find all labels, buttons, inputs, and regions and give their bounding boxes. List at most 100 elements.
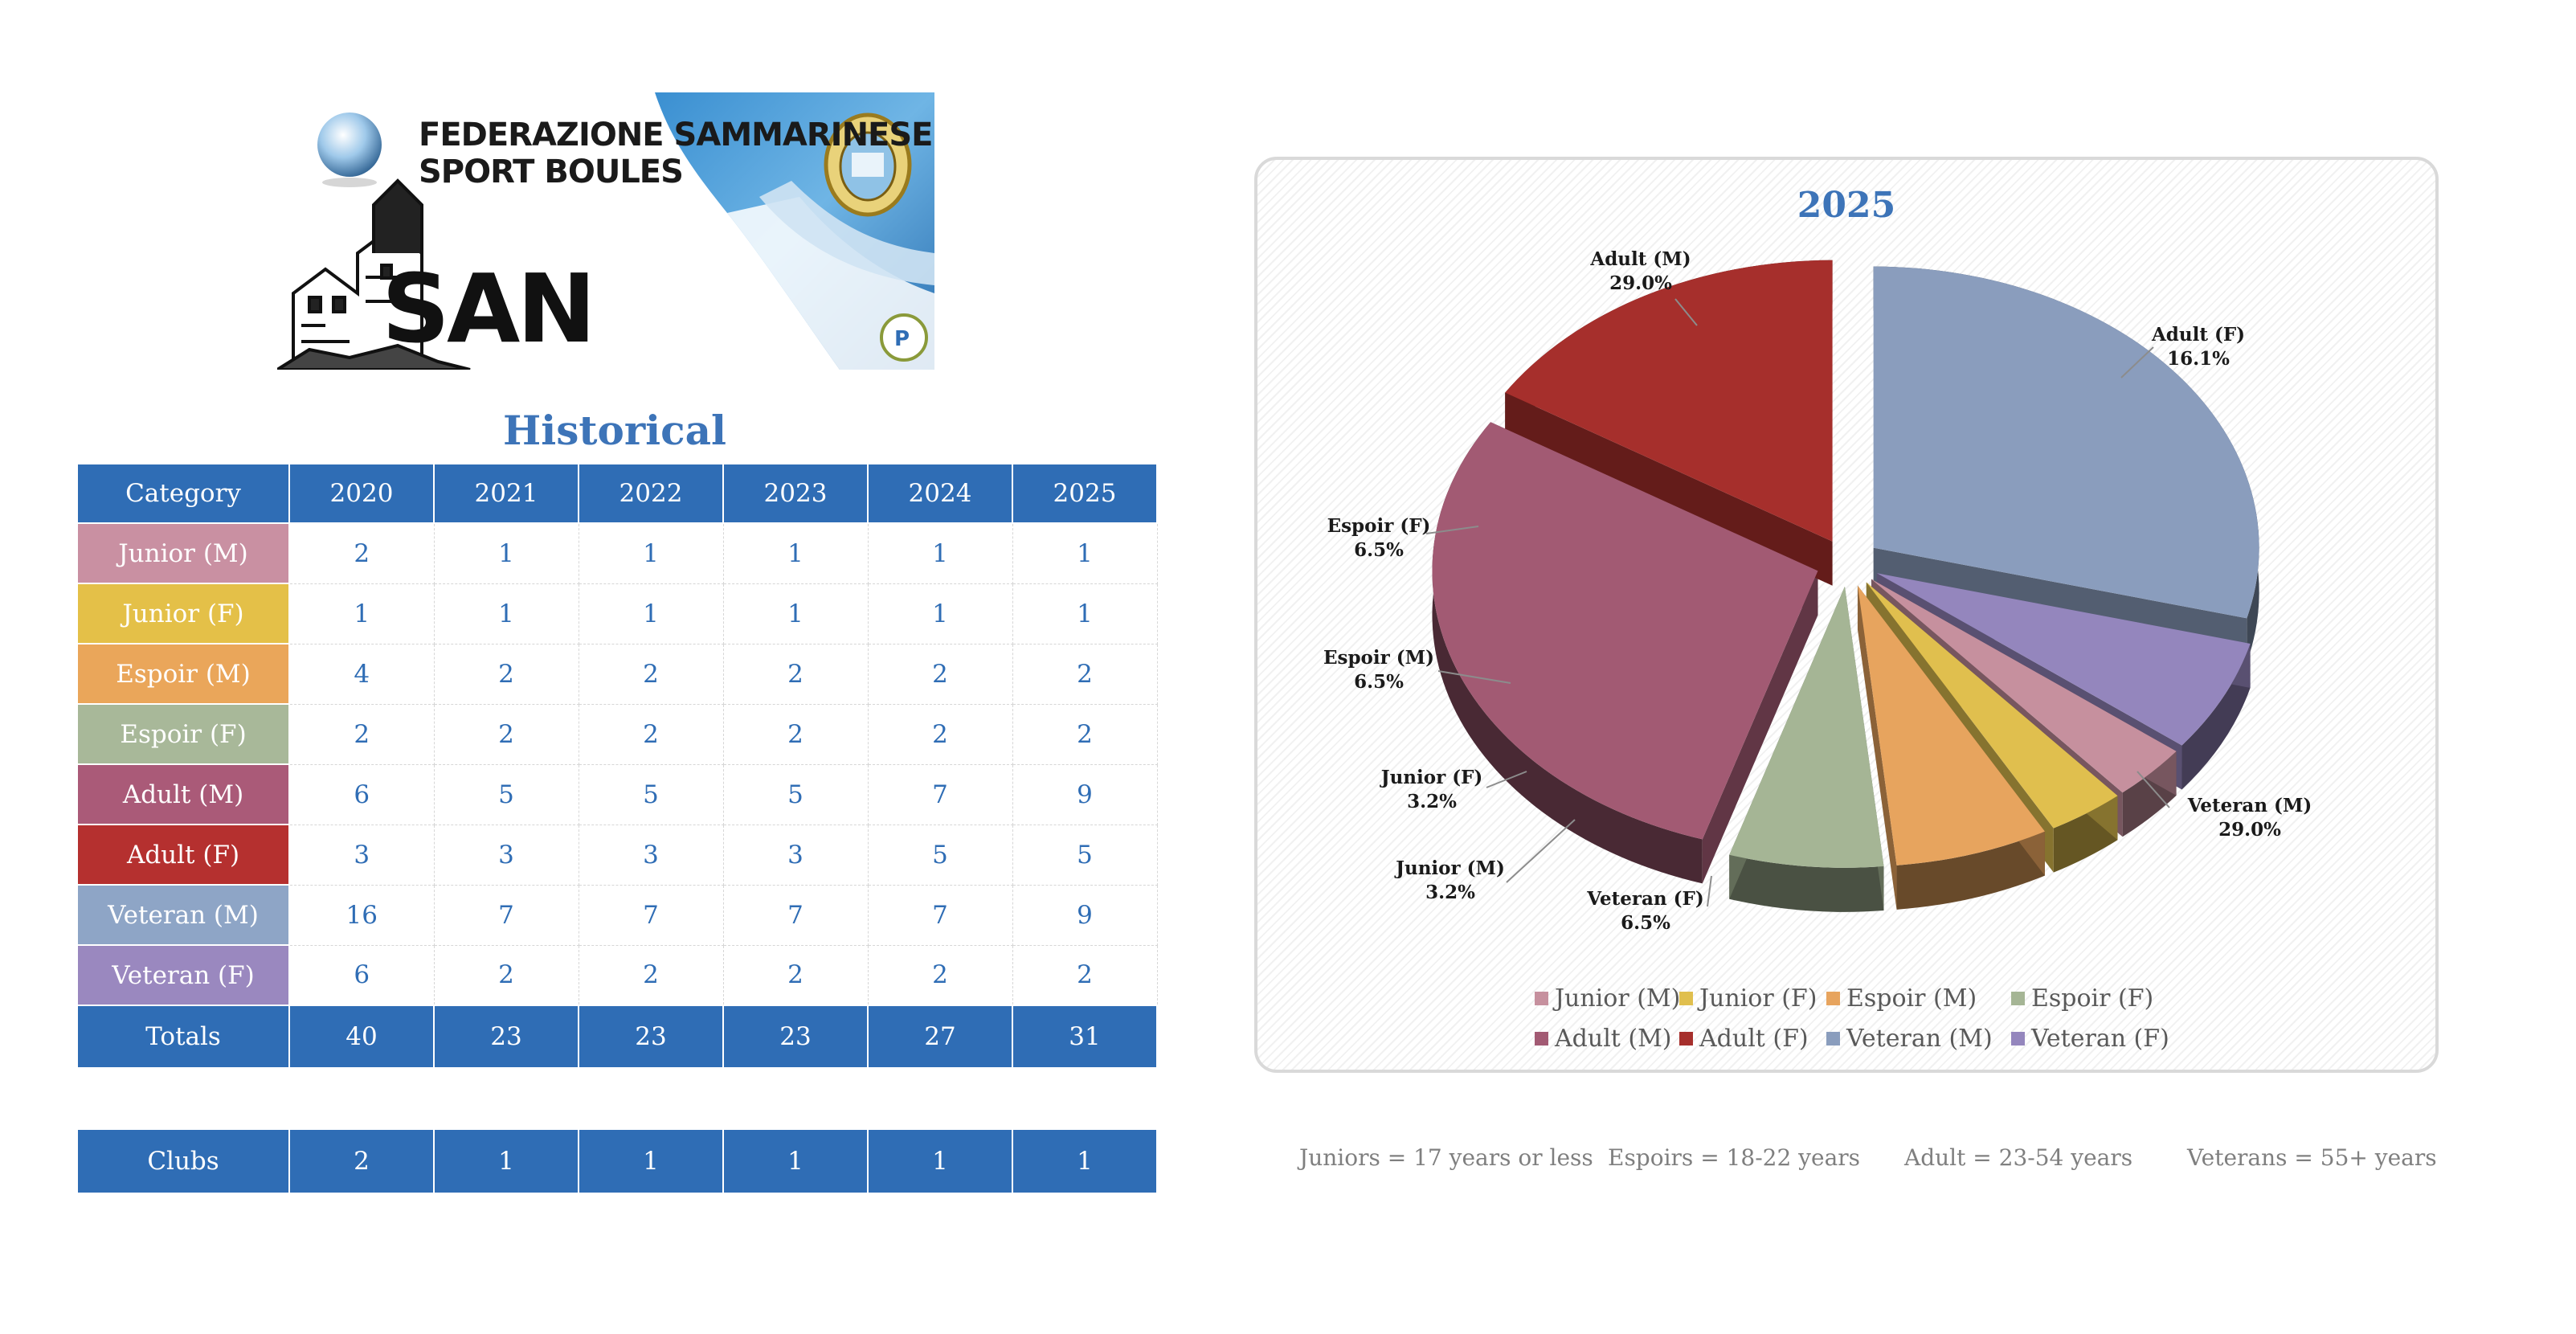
- value-cell: 2: [288, 703, 435, 765]
- value-cell: 7: [867, 763, 1013, 825]
- category-cell: Espoir (F): [76, 703, 290, 765]
- leader-line: [2120, 346, 2154, 379]
- legend-label: Junior (M): [1555, 984, 1681, 1013]
- category-cell: Adult (M): [76, 763, 290, 825]
- legend-swatch: [2011, 1032, 2025, 1046]
- category-cell: Junior (M): [76, 522, 290, 584]
- pie-slice-side: [2181, 643, 2251, 790]
- value-cell: 1: [578, 583, 724, 644]
- legend-item: Espoir (F): [2011, 984, 2153, 1013]
- leader-line: [1506, 819, 1576, 883]
- legend-item: Adult (M): [1535, 1025, 1672, 1053]
- legend-item: Veteran (M): [1826, 1025, 1993, 1053]
- value-cell: 2: [1012, 944, 1158, 1006]
- value-cell: 2: [433, 944, 579, 1006]
- value-cell: 7: [578, 884, 724, 946]
- pie-slice-wall: [1857, 585, 1897, 910]
- clubs-cell: 1: [867, 1128, 1013, 1194]
- legend-label: Veteran (M): [1846, 1025, 1993, 1053]
- header-cell: 2021: [433, 463, 579, 524]
- header-cell: 2020: [288, 463, 435, 524]
- table-row: Veteran (M) 16 7 7 7 7 9: [76, 884, 1158, 946]
- legend-item: Adult (F): [1679, 1025, 1809, 1053]
- legend-swatch: [1679, 1032, 1693, 1046]
- category-cell: Espoir (M): [76, 643, 290, 705]
- table-row: Junior (F) 1 1 1 1 1 1: [76, 583, 1158, 644]
- pie-slice: [1729, 586, 1884, 868]
- legend-item: Veteran (F): [2011, 1025, 2169, 1053]
- table-row: Adult (F) 3 3 3 3 5 5: [76, 824, 1158, 886]
- value-cell: 2: [867, 944, 1013, 1006]
- pie-slice: [1876, 573, 2251, 746]
- value-cell: 1: [722, 522, 869, 584]
- value-cell: 1: [867, 522, 1013, 584]
- footnote-juniors: Juniors = 17 years or less: [1299, 1144, 1593, 1171]
- value-cell: 9: [1012, 884, 1158, 946]
- legend-swatch: [1535, 992, 1548, 1005]
- value-cell: 1: [722, 583, 869, 644]
- legend-swatch: [1826, 992, 1840, 1005]
- value-cell: 2: [288, 522, 435, 584]
- historical-title: Historical: [502, 407, 726, 454]
- legend-swatch: [1826, 1032, 1840, 1046]
- value-cell: 1: [1012, 583, 1158, 644]
- leader-line: [1437, 670, 1511, 684]
- slice-percent-label: 29.0%: [2218, 819, 2281, 841]
- header-cell: 2022: [578, 463, 724, 524]
- slice-percent-label: 6.5%: [1354, 671, 1404, 693]
- badge-icon: [880, 313, 928, 362]
- table-row: Junior (M) 2 1 1 1 1 1: [76, 522, 1158, 584]
- value-cell: 7: [433, 884, 579, 946]
- clubs-row: Clubs 2 1 1 1 1 1: [76, 1128, 1158, 1194]
- value-cell: 5: [1012, 824, 1158, 886]
- pie-slice: [1432, 422, 1818, 840]
- value-cell: 2: [867, 643, 1013, 705]
- table-row: Veteran (F) 6 2 2 2 2 2: [76, 944, 1158, 1006]
- value-cell: 2: [1012, 703, 1158, 765]
- legend-item: Junior (M): [1535, 984, 1680, 1013]
- value-cell: 3: [722, 824, 869, 886]
- value-cell: 1: [433, 583, 579, 644]
- footnote-veterans: Veterans = 55+ years: [2187, 1144, 2437, 1171]
- totals-cell: 40: [288, 1005, 435, 1069]
- pie-slice-wall: [1702, 571, 1818, 884]
- value-cell: 3: [288, 824, 435, 886]
- footnote-espoirs: Espoirs = 18-22 years: [1608, 1144, 1861, 1171]
- country-name: SAN MARINO: [382, 253, 802, 370]
- value-cell: 6: [288, 944, 435, 1006]
- value-cell: 2: [578, 643, 724, 705]
- slice-category-label: Veteran (M): [2187, 795, 2312, 816]
- federation-name-line2: SPORT BOULES: [419, 153, 684, 190]
- clubs-label: Clubs: [76, 1128, 290, 1194]
- category-cell: Adult (F): [76, 824, 290, 886]
- header-cell: 2023: [722, 463, 869, 524]
- slice-category-label: Adult (F): [2151, 324, 2245, 346]
- historical-table: Category 2020 2021 2022 2023 2024 2025 J…: [76, 463, 1158, 1069]
- value-cell: 3: [578, 824, 724, 886]
- totals-row: Totals 40 23 23 23 27 31: [76, 1005, 1158, 1069]
- table-row: Espoir (M) 4 2 2 2 2 2: [76, 643, 1158, 705]
- coat-of-arms-icon: [824, 113, 912, 217]
- value-cell: 1: [288, 583, 435, 644]
- pie-slice-side: [1432, 422, 1703, 884]
- category-cell: Veteran (F): [76, 944, 290, 1006]
- chart-title: 2025: [1797, 185, 1895, 226]
- pie-slice-wall: [1505, 392, 1833, 586]
- pie-slice-side: [1729, 854, 1884, 912]
- slice-category-label: Junior (M): [1394, 857, 1505, 879]
- legend-item: Espoir (M): [1826, 984, 1977, 1013]
- pie-slice-side: [1896, 831, 2045, 910]
- totals-cell: 23: [722, 1005, 869, 1069]
- category-cell: Junior (F): [76, 583, 290, 644]
- slice-percent-label: 6.5%: [1354, 539, 1404, 561]
- value-cell: 1: [867, 583, 1013, 644]
- value-cell: 5: [722, 763, 869, 825]
- table-row: Adult (M) 6 5 5 5 7 9: [76, 763, 1158, 825]
- svg-text:P: P: [894, 327, 910, 351]
- slice-percent-label: 16.1%: [2167, 348, 2230, 370]
- legend-swatch: [1679, 992, 1693, 1005]
- federation-name-line1: FEDERAZIONE SAMMARINESE: [419, 117, 933, 153]
- header-cell: 2025: [1012, 463, 1158, 524]
- legend-label: Junior (F): [1699, 984, 1818, 1013]
